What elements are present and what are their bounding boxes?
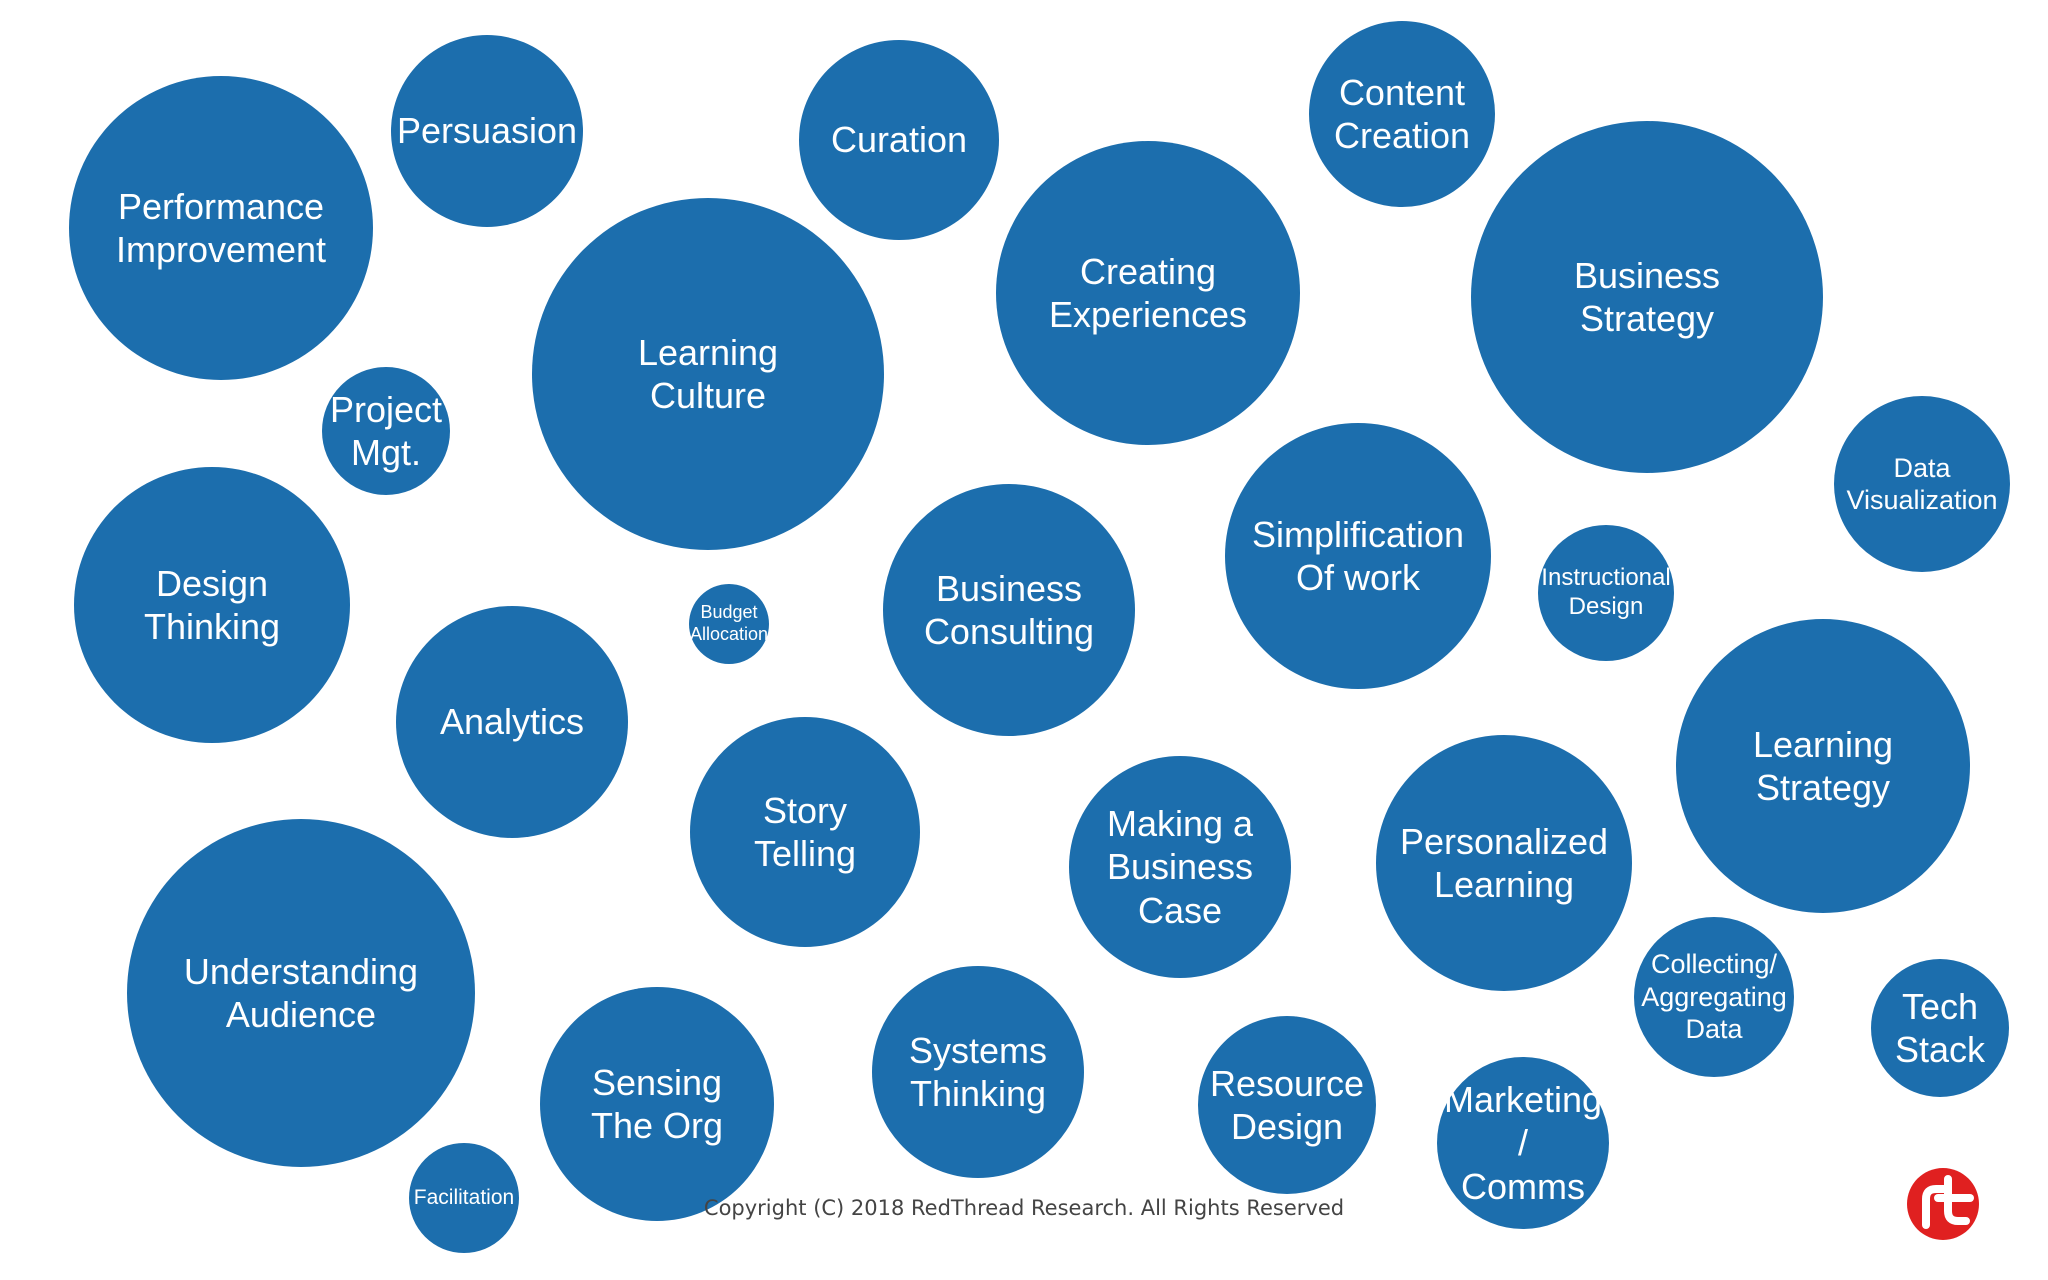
- bubble-learning-culture: Learning Culture: [532, 198, 884, 550]
- bubble-content-creation: Content Creation: [1309, 21, 1495, 207]
- bubble-performance-improvement: Performance Improvement: [69, 76, 373, 380]
- bubble-personalized-learning: Personalized Learning: [1376, 735, 1632, 991]
- bubble-data-visualization: Data Visualization: [1834, 396, 2010, 572]
- bubble-business-strategy: Business Strategy: [1471, 121, 1823, 473]
- bubble-analytics: Analytics: [396, 606, 628, 838]
- bubble-business-consulting: Business Consulting: [883, 484, 1135, 736]
- bubble-simplification-of-work: Simplification Of work: [1225, 423, 1491, 689]
- bubble-project-mgt: Project Mgt.: [322, 367, 450, 495]
- bubble-design-thinking: Design Thinking: [74, 467, 350, 743]
- bubble-creating-experiences: Creating Experiences: [996, 141, 1300, 445]
- bubble-resource-design: Resource Design: [1198, 1016, 1376, 1194]
- bubble-facilitation: Facilitation: [409, 1143, 519, 1253]
- bubble-understanding-audience: Understanding Audience: [127, 819, 475, 1167]
- bubble-budget-allocation: Budget Allocation: [689, 584, 769, 664]
- bubble-curation: Curation: [799, 40, 999, 240]
- bubble-sensing-the-org: Sensing The Org: [540, 987, 774, 1221]
- bubble-persuasion: Persuasion: [391, 35, 583, 227]
- bubble-story-telling: Story Telling: [690, 717, 920, 947]
- redthread-logo-icon: [1907, 1168, 1979, 1240]
- bubble-collecting-aggregating-data: Collecting/ Aggregating Data: [1634, 917, 1794, 1077]
- copyright-notice: Copyright (C) 2018 RedThread Research. A…: [703, 1196, 1345, 1220]
- bubble-learning-strategy: Learning Strategy: [1676, 619, 1970, 913]
- bubble-marketing-comms: Marketing / Comms: [1437, 1057, 1609, 1229]
- bubble-making-a-business-case: Making a Business Case: [1069, 756, 1291, 978]
- bubble-tech-stack: Tech Stack: [1871, 959, 2009, 1097]
- bubble-instructional-design: Instructional Design: [1538, 525, 1674, 661]
- bubble-systems-thinking: Systems Thinking: [872, 966, 1084, 1178]
